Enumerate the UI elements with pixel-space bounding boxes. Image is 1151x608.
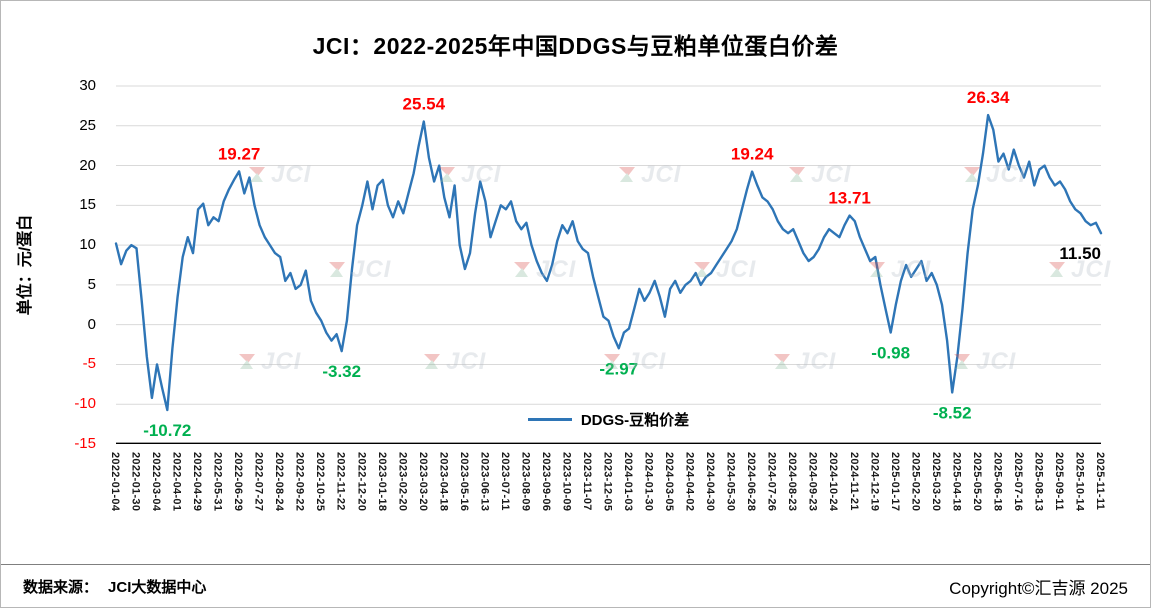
x-tick-label: 2023-07-11 bbox=[498, 452, 511, 511]
annotation-peak: 19.27 bbox=[218, 144, 261, 163]
x-tick-label: 2023-04-18 bbox=[437, 452, 450, 512]
x-tick-label: 2022-03-04 bbox=[150, 452, 163, 512]
x-tick-label: 2024-10-24 bbox=[827, 452, 840, 512]
annotation-peak: 26.34 bbox=[967, 88, 1010, 107]
data-source: 数据来源： JCI大数据中心 bbox=[23, 576, 206, 597]
x-tick-label: 2024-08-23 bbox=[786, 452, 799, 512]
legend: DDGS-豆粕价差 bbox=[116, 409, 1101, 430]
x-tick-label: 2022-09-22 bbox=[293, 452, 306, 512]
x-tick-label: 2025-01-17 bbox=[888, 452, 901, 512]
line-chart-svg: 19.27 25.54 19.24 13.71 26.34 11.50 -10.72 -3.3… bbox=[114, 85, 1103, 444]
annotation-peak: 19.24 bbox=[731, 145, 774, 164]
x-tick-label: 2022-11-22 bbox=[334, 452, 347, 511]
x-tick-label: 2024-01-03 bbox=[622, 452, 635, 512]
x-tick-label: 2023-06-13 bbox=[478, 452, 491, 512]
copyright: Copyright©汇吉源 2025 bbox=[949, 578, 1128, 598]
x-tick-label: 2022-05-31 bbox=[211, 452, 224, 512]
x-tick-label: 2024-04-02 bbox=[683, 452, 696, 512]
data-source-value: JCI大数据中心 bbox=[108, 578, 207, 596]
chart-title: JCI：2022-2025年中国DDGS与豆粕单位蛋白价差 bbox=[312, 33, 839, 59]
x-tick-label: 2022-07-27 bbox=[252, 452, 265, 512]
y-tick-label: 30 bbox=[79, 77, 96, 94]
y-tick-label: -5 bbox=[82, 355, 96, 373]
y-tick-label: 15 bbox=[79, 196, 96, 214]
plot-area: JCI JCI JCI JCI JCI JCI JCI JCI JCI JCI JCI JCI JCI J… bbox=[114, 85, 1110, 444]
x-tick-label: 2023-01-18 bbox=[375, 452, 388, 512]
y-axis-tick-labels: 30 25 20 15 10 5 0 -5 -10 -15 bbox=[51, 77, 106, 452]
ddgs-soymeal-spread-line bbox=[114, 113, 1103, 412]
x-tick-label: 2025-02-20 bbox=[909, 452, 922, 512]
x-tick-label: 2025-06-18 bbox=[991, 452, 1004, 512]
annotation-final: 11.50 bbox=[1059, 244, 1101, 263]
x-tick-label: 2025-11-11 bbox=[1094, 452, 1106, 511]
x-tick-label: 2022-04-01 bbox=[170, 452, 183, 512]
x-tick-label: 2025-04-18 bbox=[950, 452, 963, 512]
x-tick-label: 2024-03-05 bbox=[663, 452, 676, 512]
annotation-trough: -0.98 bbox=[871, 343, 910, 362]
data-source-label: 数据来源： bbox=[23, 578, 99, 596]
x-tick-label: 2025-05-20 bbox=[970, 452, 983, 512]
x-tick-label: 2022-12-20 bbox=[355, 452, 368, 512]
y-tick-label: -10 bbox=[74, 395, 96, 413]
x-tick-label: 2024-09-23 bbox=[806, 452, 819, 512]
x-tick-label: 2023-09-06 bbox=[539, 452, 552, 512]
x-tick-label: 2025-08-13 bbox=[1032, 452, 1045, 512]
annotation-trough: -2.97 bbox=[599, 359, 638, 378]
x-tick-label: 2025-10-14 bbox=[1073, 452, 1086, 512]
y-tick-label: 25 bbox=[79, 116, 96, 134]
x-tick-label: 2022-01-30 bbox=[129, 452, 142, 512]
y-tick-label: -15 bbox=[74, 435, 96, 452]
annotation-trough: -8.52 bbox=[933, 403, 972, 422]
annotation-peak: 25.54 bbox=[403, 94, 446, 113]
y-axis-title: 单位：元/蛋白 bbox=[17, 214, 35, 316]
y-tick-label: 10 bbox=[79, 236, 96, 254]
x-tick-label: 2023-02-20 bbox=[396, 452, 409, 512]
x-tick-label: 2022-06-29 bbox=[232, 452, 245, 512]
x-tick-label: 2022-10-25 bbox=[314, 452, 327, 512]
x-tick-label: 2024-01-30 bbox=[642, 452, 655, 512]
x-tick-label: 2024-11-21 bbox=[847, 452, 860, 511]
y-tick-label: 5 bbox=[87, 275, 96, 293]
x-tick-label: 2023-08-09 bbox=[519, 452, 532, 512]
x-tick-label: 2024-05-30 bbox=[724, 452, 737, 512]
annotation-trough: -3.32 bbox=[322, 362, 361, 381]
x-tick-label: 2022-04-29 bbox=[191, 452, 204, 512]
x-tick-label: 2023-10-09 bbox=[560, 452, 573, 512]
x-tick-label: 2023-05-16 bbox=[457, 452, 470, 512]
x-tick-label: 2022-08-24 bbox=[273, 452, 286, 512]
footer: 数据来源： JCI大数据中心 Copyright©汇吉源 2025 bbox=[1, 564, 1150, 607]
x-tick-label: 2023-11-07 bbox=[580, 452, 593, 511]
x-tick-label: 2024-07-26 bbox=[765, 452, 778, 512]
x-tick-label: 2024-06-28 bbox=[745, 452, 758, 512]
x-tick-label: 2025-09-11 bbox=[1052, 452, 1065, 511]
x-axis-tick-labels: 2022-01-04 2022-01-30 2022-03-04 2022-04-01… bbox=[109, 450, 1106, 562]
x-tick-label: 2024-04-30 bbox=[704, 452, 717, 512]
legend-label: DDGS-豆粕价差 bbox=[580, 412, 690, 429]
x-tick-label: 2023-12-05 bbox=[601, 452, 614, 512]
annotation-peak: 13.71 bbox=[828, 189, 871, 208]
y-tick-label: 0 bbox=[87, 315, 96, 333]
annotation-trough: -10.72 bbox=[143, 421, 191, 440]
x-tick-label: 2022-01-04 bbox=[109, 452, 121, 512]
x-tick-label: 2025-07-16 bbox=[1011, 452, 1024, 512]
x-tick-label: 2024-12-19 bbox=[868, 452, 881, 512]
y-tick-label: 20 bbox=[79, 156, 96, 174]
x-tick-label: 2025-03-20 bbox=[929, 452, 942, 512]
x-tick-label: 2023-03-20 bbox=[416, 452, 429, 512]
legend-line-swatch bbox=[527, 418, 572, 421]
